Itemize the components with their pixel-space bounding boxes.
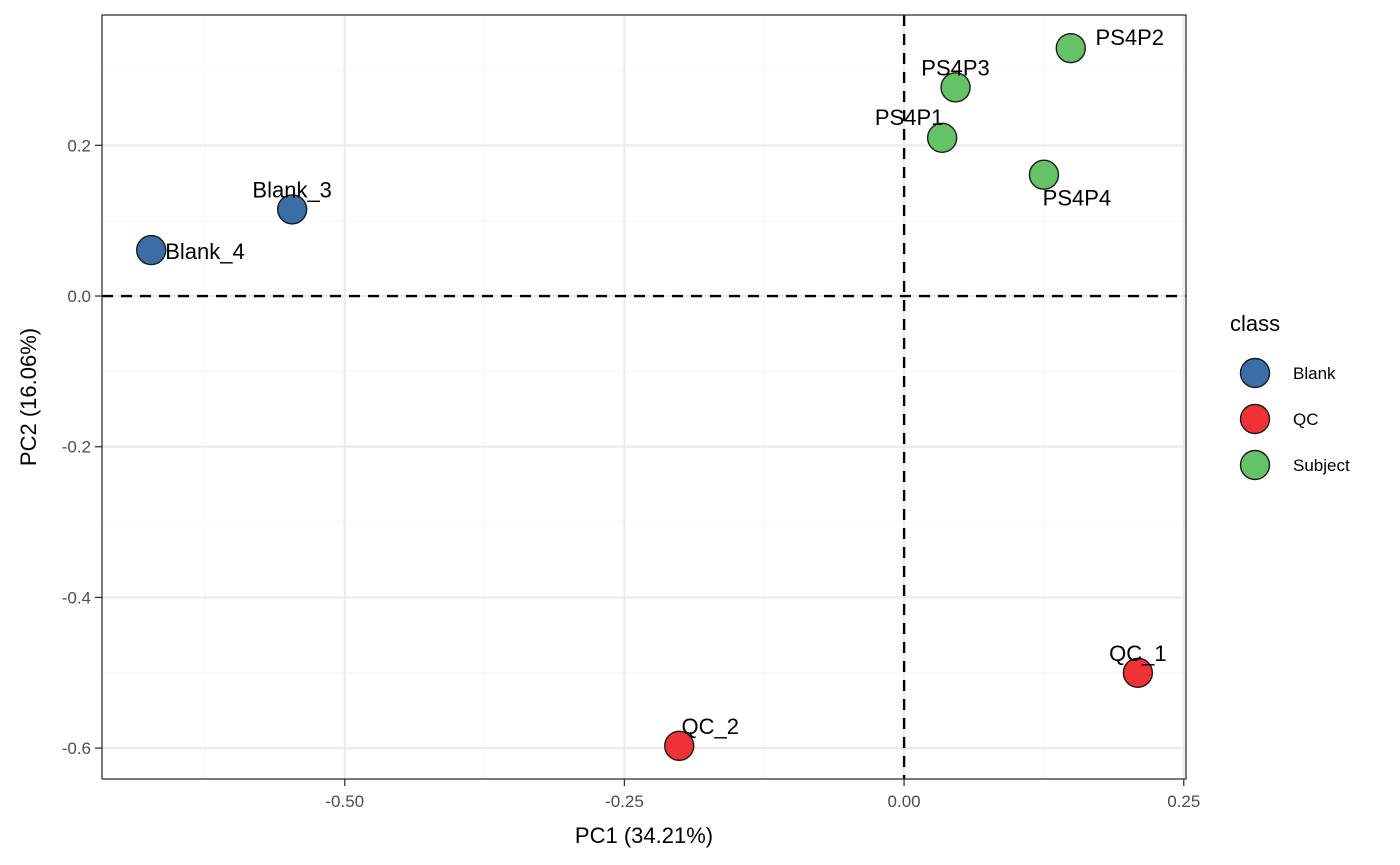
y-tick-label: -0.6: [62, 739, 91, 758]
y-tick-label: 0.0: [67, 287, 91, 306]
data-point-ps4p2: [1055, 32, 1086, 64]
point-label-ps4p1: PS4P1: [875, 105, 944, 130]
legend-label-subject: Subject: [1293, 456, 1350, 475]
x-tick-label: 0.25: [1167, 792, 1200, 811]
x-tick-label: 0.00: [888, 792, 921, 811]
point-label-blank-3: Blank_3: [252, 177, 332, 202]
legend-item-blank: Blank: [1239, 357, 1336, 389]
legend-item-qc: QC: [1239, 403, 1319, 435]
data-point-qc-1: [1122, 657, 1154, 688]
point-label-ps4p4: PS4P4: [1043, 186, 1112, 211]
y-axis: -0.6 -0.4 -0.2 0.0 0.2: [62, 136, 102, 758]
panel-border: [101, 14, 1187, 780]
x-axis-title: PC1 (34.21%): [575, 823, 713, 848]
point-labels: Blank_4 Blank_3 QC_2 QC_1 PS4P1 PS4P3 PS4P2 PS4…: [165, 25, 1166, 739]
legend-item-subject: Subject: [1239, 449, 1350, 481]
data-point-blank-3: [276, 194, 308, 225]
data-points: [136, 32, 1154, 762]
legend-title: class: [1230, 311, 1280, 336]
y-tick-label: 0.2: [67, 136, 91, 155]
data-point-ps4p1: [926, 122, 958, 154]
legend-key-blank: [1239, 357, 1271, 389]
legend-key-qc: [1239, 403, 1271, 435]
x-tick-label: -0.50: [325, 792, 364, 811]
y-axis-title: PC2 (16.06%): [16, 328, 41, 466]
legend-label-blank: Blank: [1293, 364, 1336, 383]
point-label-ps4p2: PS4P2: [1096, 25, 1165, 50]
legend-key-subject: [1239, 449, 1271, 481]
point-label-ps4p3: PS4P3: [921, 55, 990, 80]
plot-panel: [102, 15, 1186, 779]
data-point-qc-2: [664, 730, 695, 762]
x-tick-label: -0.25: [605, 792, 644, 811]
point-label-qc-1: QC_1: [1109, 641, 1166, 666]
y-tick-label: -0.4: [62, 588, 91, 607]
x-axis: -0.50 -0.25 0.00 0.25: [325, 779, 1200, 811]
reference-lines: [102, 15, 1186, 779]
y-tick-label: -0.2: [62, 438, 91, 457]
data-point-ps4p3: [940, 72, 971, 103]
legend-label-qc: QC: [1293, 410, 1319, 429]
point-label-blank-4: Blank_4: [165, 239, 245, 264]
data-point-ps4p4: [1028, 159, 1060, 190]
data-point-blank-4: [136, 234, 167, 266]
legend: class Blank QC Subject: [1230, 311, 1350, 481]
point-label-qc-2: QC_2: [681, 714, 738, 739]
